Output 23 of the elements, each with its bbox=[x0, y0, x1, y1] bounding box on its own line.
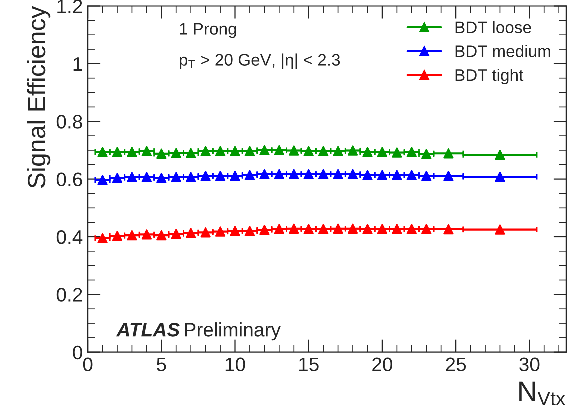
legend-label: BDT tight bbox=[456, 68, 524, 85]
y-axis-title: Signal Efficiency bbox=[27, 6, 51, 188]
legend-label: BDT medium bbox=[456, 45, 550, 58]
x-tick-label: 25 bbox=[446, 358, 466, 372]
x-tick-label: 20 bbox=[372, 358, 393, 372]
x-axis-title: N$_{Vtx}$ bbox=[520, 382, 566, 406]
x-tick-label: 5 bbox=[157, 358, 166, 372]
annotation: ATLAS bbox=[116, 323, 180, 337]
annotation: Preliminary bbox=[185, 322, 281, 341]
legend-label: BDT loose bbox=[456, 21, 532, 34]
x-tick-label: 10 bbox=[226, 358, 246, 372]
y-tick-label: 0.8 bbox=[56, 115, 82, 129]
x-tick-label: 30 bbox=[520, 358, 540, 372]
y-tick-label: 1 bbox=[74, 58, 82, 71]
x-tick-label: 0 bbox=[83, 358, 93, 372]
y-tick-label: 0.4 bbox=[56, 230, 83, 244]
annotation: p$_{T}$ > 20 GeV, |η| < 2.3 bbox=[180, 54, 340, 70]
y-tick-label: 1.2 bbox=[58, 0, 82, 14]
y-tick-label: 0.6 bbox=[56, 172, 82, 187]
x-tick-label: 15 bbox=[300, 358, 319, 372]
y-tick-label: 0.2 bbox=[56, 288, 82, 302]
annotation: 1 Prong bbox=[180, 23, 236, 38]
y-tick-label: 0 bbox=[73, 346, 82, 360]
